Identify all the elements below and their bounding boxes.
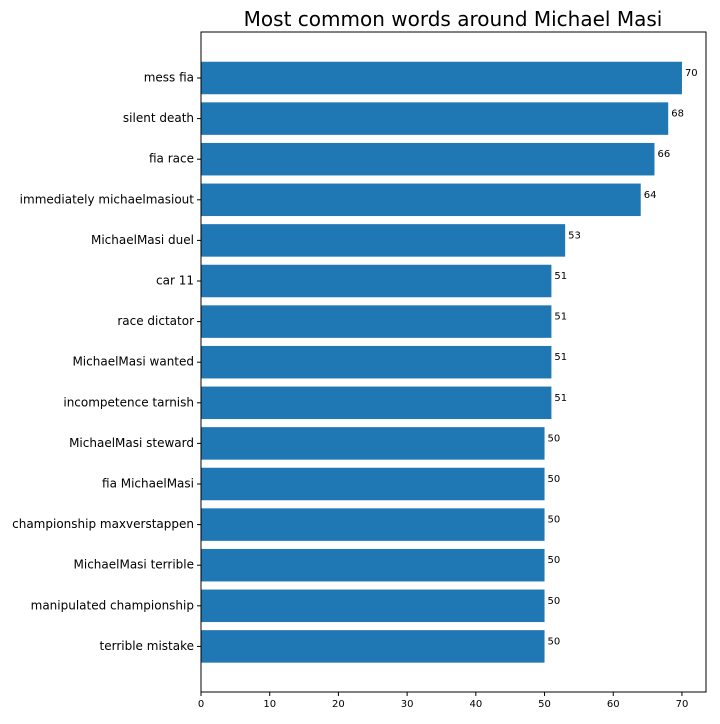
data-label: 70 xyxy=(685,68,698,79)
bar xyxy=(201,142,655,176)
chart-title: Most common words around Michael Masi xyxy=(244,7,663,31)
data-label: 50 xyxy=(548,596,561,607)
bar xyxy=(201,224,566,257)
data-label: 68 xyxy=(671,109,684,120)
x-tick-label: 60 xyxy=(607,699,620,710)
y-tick-label: incompetence tarnish xyxy=(63,395,194,409)
y-tick-label: race dictator xyxy=(117,314,194,328)
y-tick-label: MichaelMasi duel xyxy=(91,233,194,247)
data-label: 51 xyxy=(554,352,567,363)
y-tick-label: car 11 xyxy=(156,274,194,288)
y-tick-label: terrible mistake xyxy=(100,639,194,653)
y-tick-label: mess fia xyxy=(144,71,194,85)
bar xyxy=(201,264,552,298)
y-tick-label: immediately michaelmasiout xyxy=(20,192,195,206)
bar xyxy=(201,467,545,501)
data-label: 50 xyxy=(548,515,561,526)
x-axis: 0 10 20 30 40 50 60 70 xyxy=(198,692,689,710)
x-tick-label: 70 xyxy=(676,699,689,710)
data-label: 51 xyxy=(554,393,567,404)
x-tick-label: 50 xyxy=(538,699,551,710)
data-label: 64 xyxy=(644,190,657,201)
x-tick-label: 30 xyxy=(401,699,414,710)
plot-frame xyxy=(200,31,707,693)
bar xyxy=(201,345,552,379)
x-tick-label: 0 xyxy=(198,699,204,710)
bar xyxy=(201,183,641,217)
data-label: 50 xyxy=(548,433,561,444)
bar xyxy=(201,305,552,338)
y-tick-label: silent death xyxy=(123,111,194,125)
y-axis: mess fia silent death fia race immediately … xyxy=(12,71,201,653)
data-labels-layer: 70 68 66 64 53 51 51 51 51 50 50 50 50 50 50 xyxy=(548,68,698,647)
x-tick-label: 40 xyxy=(469,699,482,710)
x-tick-label: 20 xyxy=(332,699,345,710)
data-label: 53 xyxy=(568,230,581,241)
bar xyxy=(201,548,545,582)
bar xyxy=(201,630,545,663)
data-label: 50 xyxy=(548,474,561,485)
x-tick-label: 10 xyxy=(263,699,276,710)
y-tick-label: MichaelMasi wanted xyxy=(72,355,194,369)
y-tick-label: MichaelMasi steward xyxy=(69,436,194,450)
data-label: 51 xyxy=(554,312,567,323)
data-label: 66 xyxy=(657,149,670,160)
y-tick-label: manipulated championship xyxy=(31,598,194,612)
bar xyxy=(201,102,669,135)
bars-layer xyxy=(201,61,682,663)
y-tick-label: championship maxverstappen xyxy=(12,517,194,531)
bar xyxy=(201,589,545,623)
y-tick-label: fia race xyxy=(149,152,194,166)
bar xyxy=(201,61,682,95)
bar xyxy=(201,508,545,541)
bar xyxy=(201,427,545,460)
data-label: 51 xyxy=(554,271,567,282)
data-label: 50 xyxy=(548,555,561,566)
data-label: 50 xyxy=(548,636,561,647)
y-tick-label: MichaelMasi terrible xyxy=(74,558,194,572)
bar xyxy=(201,386,552,420)
y-tick-label: fia MichaelMasi xyxy=(102,477,194,491)
